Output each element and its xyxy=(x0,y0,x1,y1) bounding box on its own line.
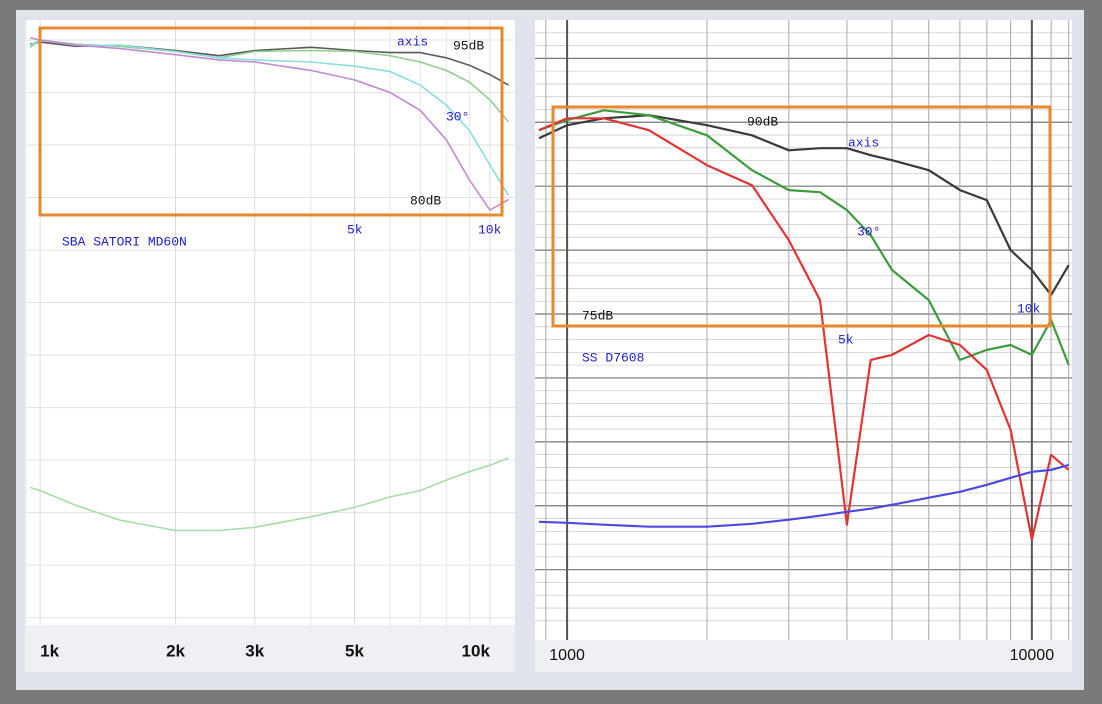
line-series xyxy=(538,117,1070,541)
line-series xyxy=(538,109,1070,366)
annotation: 10k xyxy=(1017,301,1041,316)
line-series xyxy=(29,39,510,196)
line-series xyxy=(29,457,509,532)
chart-title: SS D7608 xyxy=(582,350,644,365)
right-plot xyxy=(535,20,1072,640)
annotation: 5k xyxy=(347,222,363,237)
plot-lines xyxy=(538,109,1070,541)
series-label: axis xyxy=(848,135,879,150)
x-tick-label: 3k xyxy=(245,641,264,660)
x-tick-label: 1000 xyxy=(549,647,585,664)
x-tick-label: 5k xyxy=(345,641,364,660)
annotation: 75dB xyxy=(582,308,613,323)
x-tick-label: 2k xyxy=(166,641,185,660)
left-chart: 1k 2k 3k 5k 10k xyxy=(27,20,515,660)
line-series xyxy=(538,114,1070,297)
line-series xyxy=(29,37,509,211)
chart-title: SBA SATORI MD60N xyxy=(62,234,187,249)
series-label: 30° xyxy=(857,224,880,239)
annotation: 90dB xyxy=(747,114,778,129)
x-tick-label: 1k xyxy=(40,641,59,660)
annotation: 95dB xyxy=(453,38,484,53)
x-tick-label: 10000 xyxy=(1010,647,1055,664)
line-series xyxy=(538,463,1070,528)
series-label: 30° xyxy=(446,109,469,124)
right-chart: 1000 10000 xyxy=(535,20,1072,664)
annotation: 5k xyxy=(838,332,854,347)
highlight-box xyxy=(38,26,504,217)
x-tick-label: 10k xyxy=(462,641,491,660)
annotation: 10k xyxy=(478,222,502,237)
highlight-box xyxy=(551,105,1052,328)
plot-lines xyxy=(29,37,510,532)
annotation: 80dB xyxy=(410,193,441,208)
left-plot xyxy=(27,20,515,625)
series-label: axis xyxy=(397,34,428,49)
